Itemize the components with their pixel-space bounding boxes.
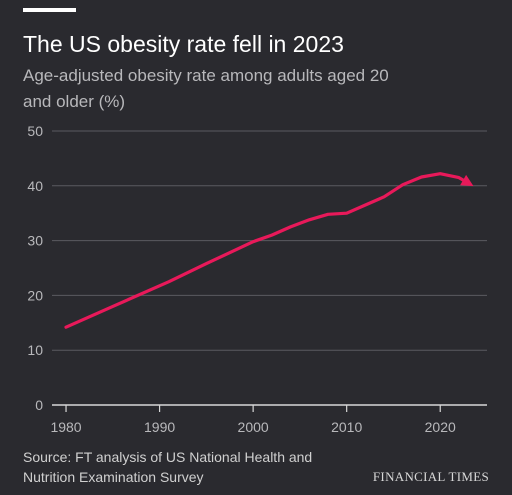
source-note: Source: FT analysis of US National Healt… xyxy=(23,449,313,485)
y-tick-label-50: 50 xyxy=(27,123,43,139)
y-tick-label-40: 40 xyxy=(27,178,43,194)
x-tick-label-2000: 2000 xyxy=(238,419,269,435)
chart-title: The US obesity rate fell in 2023 xyxy=(23,31,344,57)
ft-top-rule xyxy=(23,8,76,12)
y-tick-label-0: 0 xyxy=(35,397,43,413)
x-tick-label-1990: 1990 xyxy=(144,419,175,435)
series-line-0 xyxy=(64,172,470,329)
y-tick-label-10: 10 xyxy=(27,342,43,358)
y-tick-label-20: 20 xyxy=(27,287,43,303)
y-tick-label-30: 30 xyxy=(27,233,43,249)
chart-subtitle: Age-adjusted obesity rate among adults a… xyxy=(23,66,389,111)
ft-logo: FINANCIAL TIMES xyxy=(372,469,489,484)
x-tick-label-2020: 2020 xyxy=(425,419,456,435)
x-tick-label-2010: 2010 xyxy=(331,419,362,435)
series-end-arrow-0 xyxy=(460,174,474,187)
x-tick-label-1980: 1980 xyxy=(50,419,81,435)
